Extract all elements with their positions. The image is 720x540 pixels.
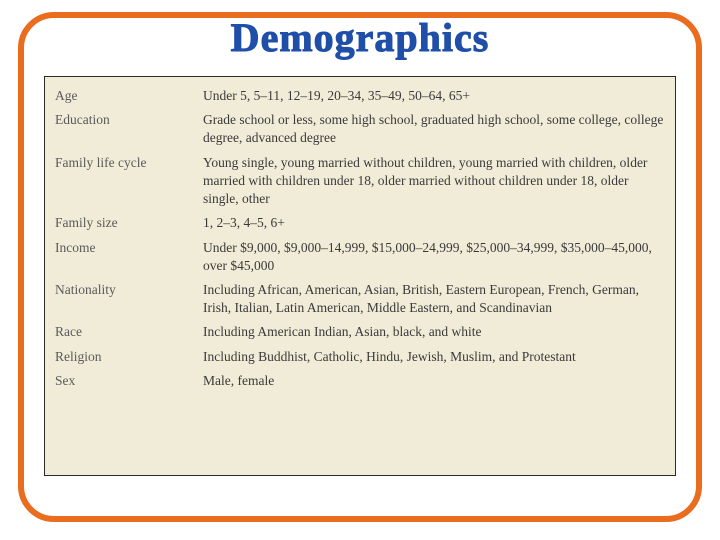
slide-title: Demographics <box>225 14 496 61</box>
row-label: Sex <box>45 369 193 393</box>
row-value: Including African, American, Asian, Brit… <box>193 278 675 320</box>
row-value: Under 5, 5–11, 12–19, 20–34, 35–49, 50–6… <box>193 77 675 108</box>
table-row: Race Including American Indian, Asian, b… <box>45 320 675 344</box>
row-value: Young single, young married without chil… <box>193 151 675 212</box>
demographics-table: Age Under 5, 5–11, 12–19, 20–34, 35–49, … <box>45 77 675 393</box>
row-label: Age <box>45 77 193 108</box>
table-row: Nationality Including African, American,… <box>45 278 675 320</box>
table-row: Education Grade school or less, some hig… <box>45 108 675 150</box>
row-value: Male, female <box>193 369 675 393</box>
row-label: Family life cycle <box>45 151 193 212</box>
row-value: Including American Indian, Asian, black,… <box>193 320 675 344</box>
table-row: Religion Including Buddhist, Catholic, H… <box>45 345 675 369</box>
row-label: Nationality <box>45 278 193 320</box>
row-label: Religion <box>45 345 193 369</box>
slide-frame: Demographics Age Under 5, 5–11, 12–19, 2… <box>18 12 702 522</box>
table-row: Family life cycle Young single, young ma… <box>45 151 675 212</box>
row-label: Education <box>45 108 193 150</box>
row-value: Grade school or less, some high school, … <box>193 108 675 150</box>
row-value: 1, 2–3, 4–5, 6+ <box>193 211 675 235</box>
table-row: Age Under 5, 5–11, 12–19, 20–34, 35–49, … <box>45 77 675 108</box>
table-row: Family size 1, 2–3, 4–5, 6+ <box>45 211 675 235</box>
table-row: Sex Male, female <box>45 369 675 393</box>
row-value: Under $9,000, $9,000–14,999, $15,000–24,… <box>193 236 675 278</box>
table-row: Income Under $9,000, $9,000–14,999, $15,… <box>45 236 675 278</box>
row-label: Race <box>45 320 193 344</box>
demographics-table-container: Age Under 5, 5–11, 12–19, 20–34, 35–49, … <box>44 76 676 476</box>
row-label: Income <box>45 236 193 278</box>
row-label: Family size <box>45 211 193 235</box>
row-value: Including Buddhist, Catholic, Hindu, Jew… <box>193 345 675 369</box>
